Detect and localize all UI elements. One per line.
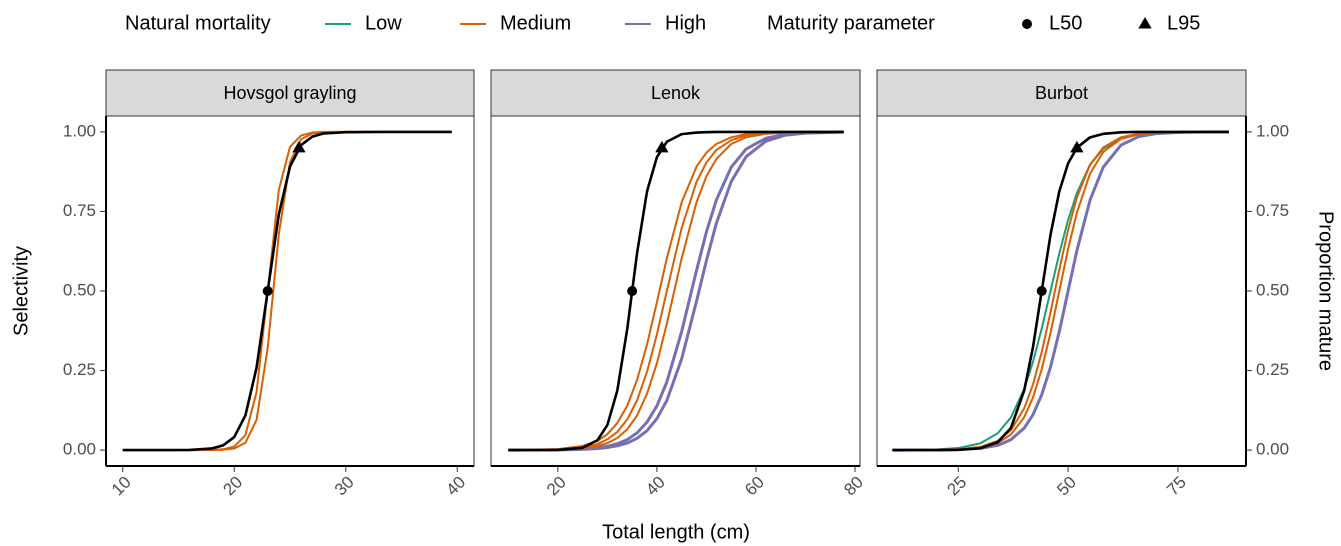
l50-marker <box>627 286 638 296</box>
x-tick-label: 10 <box>108 473 135 500</box>
y-tick-label: 0.50 <box>63 280 96 299</box>
series-line <box>508 130 844 452</box>
y2-tick-label: 1.00 <box>1256 121 1289 140</box>
l50-marker <box>1022 19 1032 29</box>
facet-strip <box>490 69 861 117</box>
panel-border <box>876 115 1247 467</box>
y2-tick-label: 0.00 <box>1256 440 1289 459</box>
y-tick-label: 0.00 <box>63 440 96 459</box>
x-tick-label: 40 <box>442 473 469 500</box>
y2-tick-label: 0.50 <box>1256 280 1289 299</box>
series-line <box>892 130 1229 452</box>
facet-strip <box>105 69 475 117</box>
y-axis-label: Selectivity <box>10 246 32 336</box>
series-line <box>892 130 1229 452</box>
y-tick-label: 0.25 <box>63 360 96 379</box>
x-tick-label: 50 <box>1053 473 1080 500</box>
legend-label: L50 <box>1049 12 1082 34</box>
x-tick-label: 20 <box>543 473 570 500</box>
y-tick-label: 0.75 <box>63 201 96 220</box>
legend-label: High <box>665 12 706 34</box>
x-tick-label: 25 <box>943 473 970 500</box>
x-tick-label: 20 <box>219 473 246 500</box>
series-line <box>508 130 844 452</box>
y2-tick-label: 0.25 <box>1256 360 1289 379</box>
legend-title: Maturity parameter <box>767 12 935 34</box>
x-axis-label: Total length (cm) <box>602 521 750 543</box>
l50-marker <box>262 286 273 296</box>
l95-marker <box>655 140 669 153</box>
facet-title: Lenok <box>651 83 701 103</box>
facet-strip <box>876 69 1247 117</box>
legend-label: L95 <box>1167 12 1200 34</box>
l95-marker <box>292 140 306 153</box>
y2-axis-label: Proportion mature <box>1315 211 1337 371</box>
l95-marker <box>1138 17 1152 29</box>
x-tick-label: 75 <box>1163 473 1190 500</box>
legend-label: Low <box>365 12 402 34</box>
series-line <box>892 130 1229 452</box>
x-tick-label: 80 <box>840 473 867 500</box>
x-tick-label: 30 <box>331 473 358 500</box>
series-line <box>122 130 452 452</box>
series-line <box>892 130 1229 452</box>
series-line <box>508 130 844 452</box>
series-line <box>508 130 844 452</box>
series-line <box>508 130 844 452</box>
y-tick-label: 1.00 <box>63 121 96 140</box>
legend-label: Medium <box>500 12 571 34</box>
panel-border <box>490 115 861 467</box>
legend-title: Natural mortality <box>125 12 271 34</box>
x-tick-label: 60 <box>741 473 768 500</box>
facet-title: Hovsgol grayling <box>223 83 356 103</box>
series-line <box>508 130 844 452</box>
l95-marker <box>1070 140 1084 153</box>
facet-title: Burbot <box>1035 83 1088 103</box>
y2-tick-label: 0.75 <box>1256 201 1289 220</box>
l50-marker <box>1036 286 1047 296</box>
series-line <box>892 130 1229 452</box>
x-tick-label: 40 <box>642 473 669 500</box>
